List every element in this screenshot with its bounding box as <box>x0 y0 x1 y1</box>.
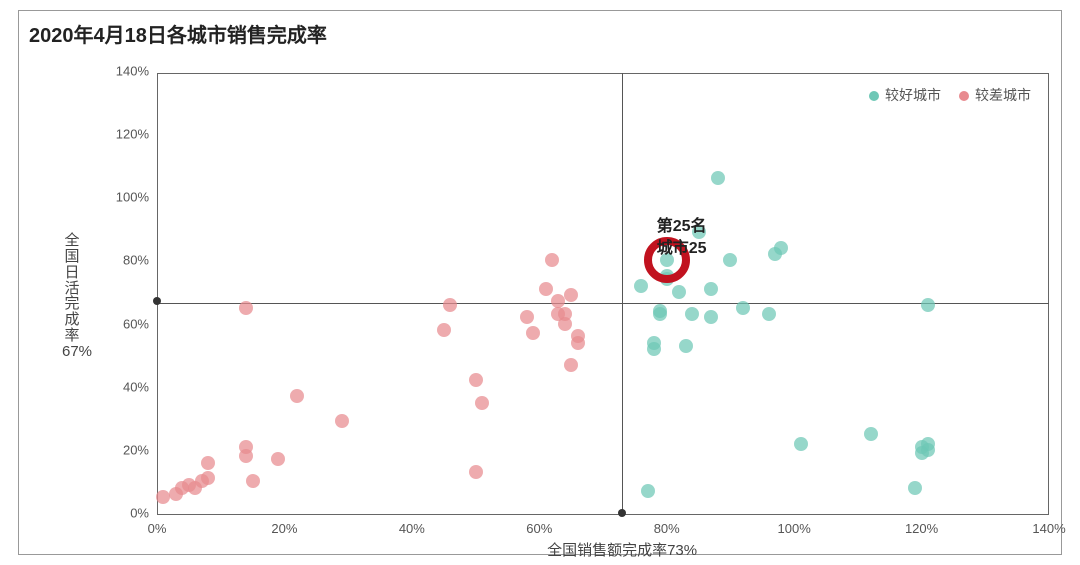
x-axis-label: 全国销售额完成率73% <box>547 539 697 560</box>
y-tick: 100% <box>99 190 149 205</box>
scatter-point <box>571 329 585 343</box>
x-tick: 120% <box>905 521 938 536</box>
y-tick: 60% <box>99 316 149 331</box>
scatter-point <box>246 474 260 488</box>
y-axis-label: 全国日活完成率67% <box>62 233 82 359</box>
y-tick: 40% <box>99 379 149 394</box>
scatter-point <box>864 427 878 441</box>
scatter-point <box>736 301 750 315</box>
scatter-point <box>201 471 215 485</box>
x-tick: 40% <box>399 521 425 536</box>
scatter-point <box>634 279 648 293</box>
ref-line-vertical <box>622 73 623 515</box>
y-tick: 20% <box>99 442 149 457</box>
ref-line-horizontal <box>157 303 1049 304</box>
x-tick: 20% <box>271 521 297 536</box>
scatter-point <box>564 358 578 372</box>
scatter-point <box>672 285 686 299</box>
legend: 较好城市 较差城市 <box>869 85 1031 105</box>
scatter-point <box>679 339 693 353</box>
y-tick: 0% <box>99 506 149 521</box>
scatter-point <box>443 298 457 312</box>
scatter-point <box>762 307 776 321</box>
scatter-point <box>469 373 483 387</box>
x-tick: 0% <box>148 521 167 536</box>
scatter-point <box>704 310 718 324</box>
scatter-point <box>641 484 655 498</box>
scatter-point <box>685 307 699 321</box>
scatter-point <box>723 253 737 267</box>
scatter-point <box>239 301 253 315</box>
scatter-point <box>437 323 451 337</box>
legend-label: 较差城市 <box>975 87 1031 103</box>
scatter-point <box>475 396 489 410</box>
legend-label: 较好城市 <box>885 87 941 103</box>
legend-swatch <box>869 91 879 101</box>
y-tick: 140% <box>99 64 149 79</box>
legend-item: 较差城市 <box>959 85 1031 105</box>
scatter-point <box>526 326 540 340</box>
scatter-point <box>704 282 718 296</box>
scatter-point <box>647 342 661 356</box>
scatter-point <box>774 241 788 255</box>
scatter-point <box>921 437 935 451</box>
x-tick: 80% <box>654 521 680 536</box>
highlight-label: 第25名 <box>657 212 707 236</box>
scatter-point <box>794 437 808 451</box>
scatter-point <box>239 449 253 463</box>
y-tick: 80% <box>99 253 149 268</box>
legend-swatch <box>959 91 969 101</box>
scatter-point <box>335 414 349 428</box>
scatter-point <box>520 310 534 324</box>
scatter-point <box>201 456 215 470</box>
scatter-point <box>653 307 667 321</box>
scatter-point <box>290 389 304 403</box>
scatter-point <box>711 171 725 185</box>
scatter-point <box>271 452 285 466</box>
highlight-label: 城市25 <box>657 234 707 258</box>
scatter-point <box>908 481 922 495</box>
x-tick: 100% <box>778 521 811 536</box>
scatter-point <box>469 465 483 479</box>
x-tick: 140% <box>1032 521 1065 536</box>
scatter-point <box>545 253 559 267</box>
x-tick: 60% <box>526 521 552 536</box>
ref-dot-x <box>618 509 626 517</box>
scatter-point <box>564 288 578 302</box>
ref-dot-y <box>153 297 161 305</box>
y-tick: 120% <box>99 127 149 142</box>
scatter-point <box>921 298 935 312</box>
chart-title: 2020年4月18日各城市销售完成率 <box>29 19 327 48</box>
scatter-point <box>558 307 572 321</box>
scatter-point <box>539 282 553 296</box>
chart-frame: 2020年4月18日各城市销售完成率 0% 20% 40% 60% 80% 100% 120… <box>18 10 1062 555</box>
legend-item: 较好城市 <box>869 85 941 105</box>
